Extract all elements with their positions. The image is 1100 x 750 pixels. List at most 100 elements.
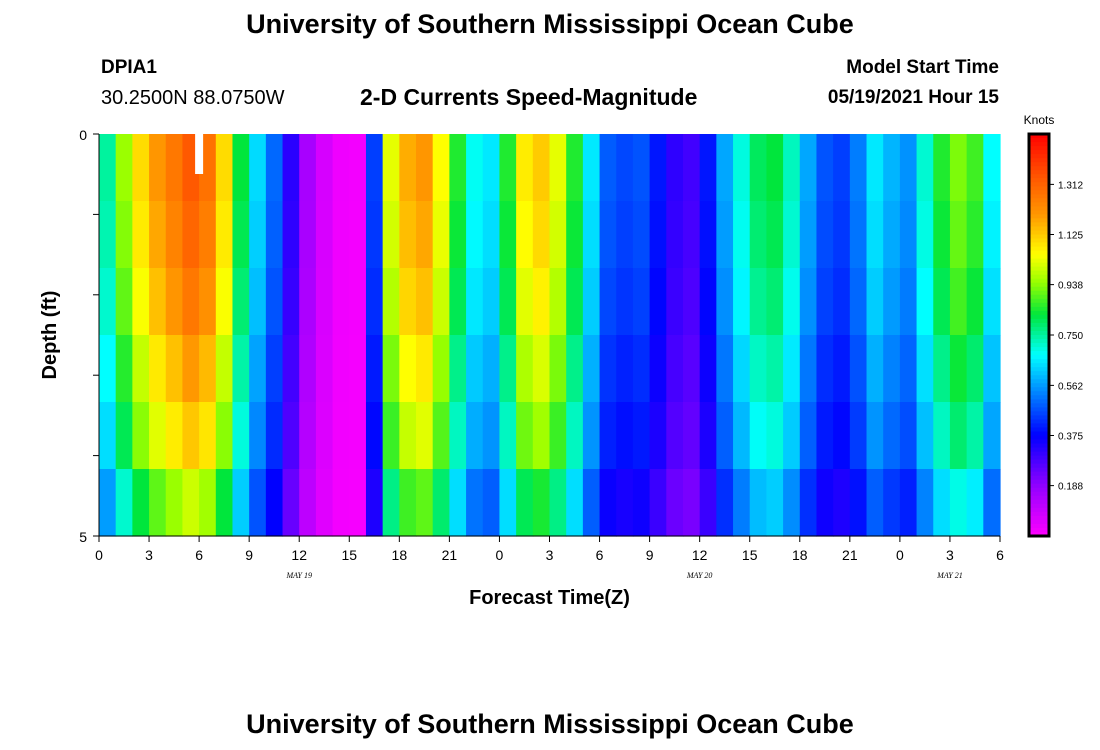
- heatmap-cell: [282, 402, 300, 470]
- heatmap-cell: [766, 469, 784, 537]
- heatmap-cell: [299, 201, 317, 269]
- x-tick-label: 12: [692, 547, 708, 563]
- heatmap-cell: [983, 134, 1001, 202]
- heatmap-cell: [833, 134, 851, 202]
- heatmap-cell: [933, 268, 951, 336]
- heatmap-cell: [649, 134, 667, 202]
- heatmap-cell: [833, 268, 851, 336]
- heatmap-cell: [332, 335, 350, 403]
- colorbar-segment: [1029, 451, 1049, 457]
- heatmap-cell: [516, 402, 534, 470]
- y-tick-label: 5: [79, 529, 87, 545]
- heatmap-cell: [899, 134, 918, 202]
- heatmap-cell: [532, 402, 551, 470]
- heatmap-cell: [199, 134, 217, 202]
- heatmap-cell: [632, 469, 651, 537]
- heatmap-cell: [215, 335, 234, 403]
- colorbar-segment: [1029, 391, 1049, 396]
- page-title: University of Southern Mississippi Ocean…: [246, 9, 854, 39]
- heatmap-cell: [716, 268, 734, 336]
- station-coords: 30.2500N 88.0750W: [101, 87, 285, 109]
- colorbar-segment: [1029, 395, 1049, 400]
- heatmap-cell: [165, 469, 184, 537]
- heatmap-cell: [482, 469, 501, 537]
- heatmap-cell: [632, 402, 651, 470]
- heatmap-cell: [332, 268, 350, 336]
- heatmap-cell: [499, 201, 517, 269]
- heatmap-cell: [682, 134, 701, 202]
- heatmap-cell: [866, 268, 884, 336]
- heatmap-cell: [749, 469, 768, 537]
- heatmap-cell: [849, 335, 868, 403]
- heatmap-cell: [282, 335, 300, 403]
- heatmap-cell: [165, 335, 184, 403]
- heatmap-cell: [649, 335, 667, 403]
- heatmap-cell: [616, 402, 634, 470]
- heatmap-cell: [682, 402, 701, 470]
- heatmap-cell: [349, 335, 367, 403]
- heatmap-cell: [265, 201, 284, 269]
- heatmap-cell: [365, 469, 384, 537]
- heatmap-cell: [132, 402, 150, 470]
- heatmap-cell: [799, 268, 818, 336]
- colorbar-segment: [1029, 282, 1049, 288]
- heatmap-cell: [966, 402, 984, 470]
- heatmap-cell: [232, 268, 250, 336]
- colorbar-tick-label: 0.750: [1058, 331, 1083, 342]
- heatmap-cell: [916, 469, 934, 537]
- colorbar-segment: [1029, 411, 1049, 416]
- heatmap-cell: [566, 402, 584, 470]
- heatmap-cell: [716, 402, 734, 470]
- colorbar-segment: [1029, 274, 1049, 280]
- heatmap-cell: [499, 469, 517, 537]
- heatmap-cell: [899, 201, 918, 269]
- heatmap-cell: [733, 335, 751, 403]
- heatmap-cell: [365, 268, 384, 336]
- heatmap-cell: [916, 268, 934, 336]
- heatmap-cell: [949, 201, 968, 269]
- heatmap-cell: [749, 201, 768, 269]
- colorbar-segment: [1029, 174, 1049, 179]
- heatmap-cell: [516, 335, 534, 403]
- colorbar-segment: [1029, 246, 1049, 252]
- heatmap-cell: [499, 134, 517, 202]
- heatmap-cell: [182, 335, 200, 403]
- heatmap-cell: [416, 268, 434, 336]
- date-label: MAY 21: [936, 571, 963, 580]
- heatmap-cell: [566, 469, 584, 537]
- heatmap-cell: [949, 335, 968, 403]
- colorbar-tick-label: 0.188: [1058, 482, 1083, 493]
- colorbar-segment: [1029, 294, 1049, 300]
- colorbar-segment: [1029, 479, 1049, 485]
- heatmap-cell: [416, 201, 434, 269]
- heatmap-cell: [549, 469, 567, 537]
- colorbar-segment: [1029, 230, 1049, 236]
- heatmap-cell: [249, 402, 267, 470]
- heatmap-cell: [416, 469, 434, 537]
- colorbar-segment: [1029, 326, 1049, 332]
- colorbar-segment: [1029, 471, 1049, 477]
- heatmap-cell: [466, 335, 484, 403]
- heatmap-cell: [599, 268, 617, 336]
- heatmap-cell: [933, 335, 951, 403]
- colorbar-segment: [1029, 138, 1049, 143]
- heatmap-cell: [466, 469, 484, 537]
- heatmap-cell: [299, 268, 317, 336]
- heatmap-cell: [582, 201, 601, 269]
- heatmap-cell: [866, 201, 884, 269]
- y-axis-label: Depth (ft): [39, 291, 61, 380]
- heatmap-cell: [199, 335, 217, 403]
- x-tick-label: 6: [596, 547, 604, 563]
- heatmap-cell: [666, 402, 684, 470]
- colorbar-segment: [1029, 371, 1049, 376]
- heatmap-cell: [716, 335, 734, 403]
- heatmap-cell: [332, 402, 350, 470]
- heatmap-cell: [382, 469, 400, 537]
- x-tick-label: 9: [646, 547, 654, 563]
- heatmap-cell: [933, 402, 951, 470]
- colorbar-segment: [1029, 423, 1049, 429]
- colorbar-tick-label: 1.312: [1058, 180, 1083, 191]
- heatmap-cell: [549, 402, 567, 470]
- heatmap-cell: [849, 201, 868, 269]
- heatmap-cell: [632, 268, 651, 336]
